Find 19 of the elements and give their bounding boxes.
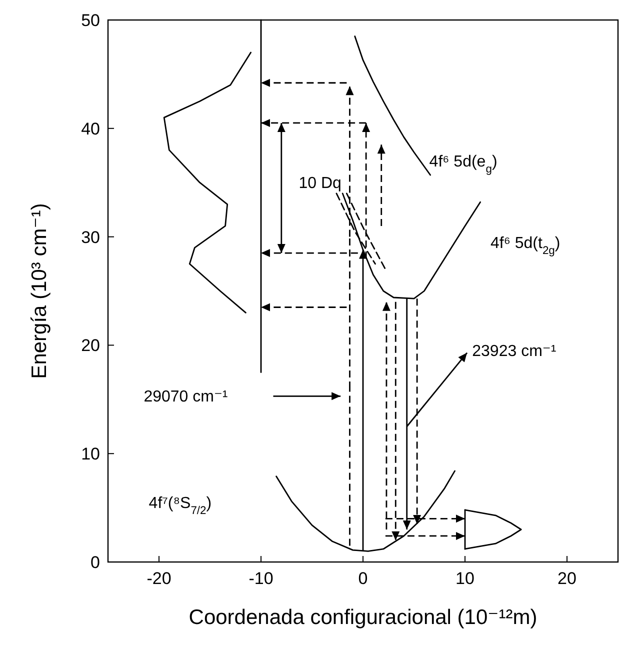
annotation: 4f⁶ 5d(e$_{g}$) bbox=[429, 154, 498, 176]
x-axis-title: Coordenada configuracional (10⁻¹²m) bbox=[188, 606, 538, 629]
annotation: 4f⁷(⁸S$_{7/2}$) bbox=[148, 494, 212, 517]
annotation: 29070 cm⁻¹ bbox=[144, 388, 228, 406]
annotation: 23923 cm⁻¹ bbox=[472, 343, 556, 360]
y-tick-label: 40 bbox=[81, 119, 100, 138]
y-tick-label: 50 bbox=[81, 10, 100, 30]
x-tick-label: 10 bbox=[456, 569, 474, 588]
x-tick-label: 20 bbox=[558, 569, 576, 588]
x-tick-label: -10 bbox=[248, 569, 274, 588]
y-tick-label: 20 bbox=[81, 336, 100, 356]
y-tick-label: 10 bbox=[81, 444, 100, 464]
annotation: 4f⁶ 5d(t$_{2g}$) bbox=[490, 234, 560, 257]
y-axis-title: Energía (10³ cm⁻¹) bbox=[28, 203, 51, 379]
x-tick-label: 0 bbox=[358, 569, 368, 588]
annotation: 10 Dq bbox=[298, 175, 342, 192]
x-tick-label: -20 bbox=[146, 569, 172, 588]
y-tick-label: 0 bbox=[90, 552, 100, 572]
y-tick-label: 30 bbox=[81, 228, 100, 247]
